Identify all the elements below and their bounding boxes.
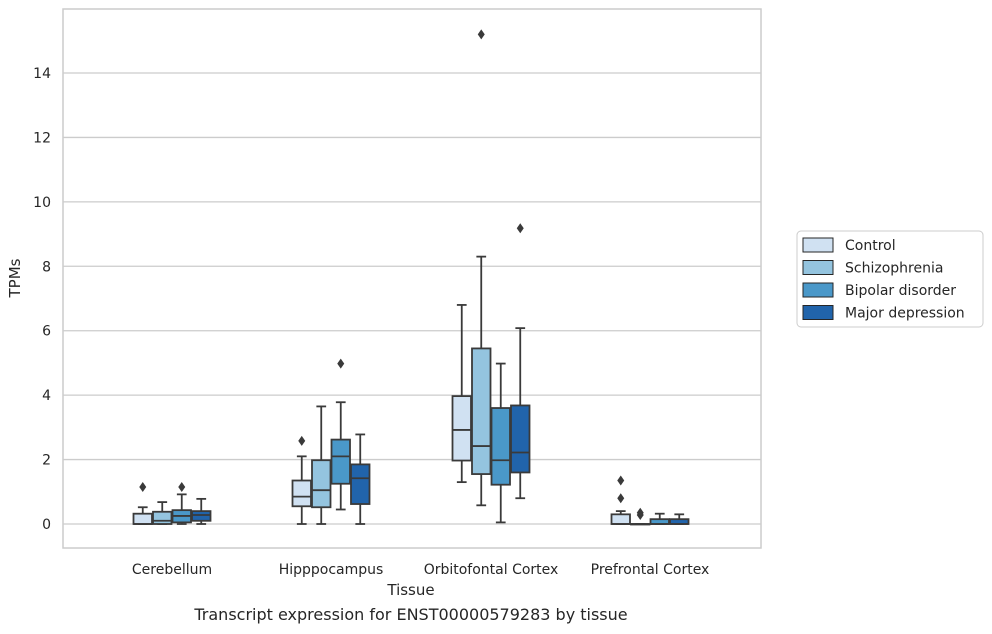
box-iqr [510, 404, 531, 474]
outlier-point [298, 435, 306, 446]
x-tick-label: Orbitofontal Cortex [424, 562, 559, 578]
box-iqr [471, 347, 492, 475]
outlier-point [617, 493, 625, 504]
box-schizophrenia [152, 501, 173, 525]
x-axis-title: Tissue [386, 581, 434, 599]
grid-lines [63, 72, 761, 525]
x-tick-label: Prefrontal Cortex [591, 562, 710, 578]
box-iqr [451, 395, 472, 462]
box-iqr [350, 463, 371, 505]
legend-swatch [802, 305, 834, 320]
x-axis-tick-labels: Cerebellum Hipppocampus Orbitofontal Corte… [132, 562, 709, 578]
outlier-point [178, 481, 186, 492]
outlier-point [636, 507, 644, 518]
legend-label: Major depression [845, 306, 965, 322]
legend: Control Schizophrenia Bipolar disorder Majo… [796, 230, 984, 328]
y-tick-label: 10 [33, 195, 51, 211]
box-iqr [132, 512, 153, 525]
box-iqr [330, 438, 351, 485]
box-iqr [311, 459, 332, 509]
box-major-depression [350, 433, 371, 525]
y-axis-title: TPMs [6, 258, 24, 298]
box-bipolar-disorder [330, 358, 351, 511]
y-tick-label: 12 [33, 130, 51, 146]
y-tick-label: 6 [42, 324, 51, 340]
plot-frame [62, 8, 762, 549]
y-axis-tick-labels: 0 2 4 6 8 10 12 14 [33, 66, 51, 533]
legend-swatch [802, 237, 834, 253]
chart-caption: Transcript expression for ENST0000057928… [194, 605, 628, 624]
box-schizophrenia [311, 405, 332, 525]
box-control [451, 304, 472, 484]
box-control [132, 481, 153, 525]
legend-frame [796, 230, 984, 328]
box-iqr [191, 510, 212, 522]
box-schizophrenia [630, 507, 651, 526]
box-bipolar-disorder [490, 362, 511, 524]
y-tick-label: 0 [42, 517, 51, 533]
box-major-depression [669, 513, 690, 525]
box-bipolar-disorder [171, 481, 192, 525]
x-tick-label: Hipppocampus [279, 562, 384, 578]
y-tick-label: 2 [42, 453, 51, 469]
box-major-depression [191, 497, 212, 525]
outlier-point [477, 29, 485, 40]
legend-label: Bipolar disorder [845, 283, 956, 299]
legend-swatch [802, 282, 834, 298]
legend-label: Schizophrenia [845, 261, 943, 277]
outlier-point [516, 223, 524, 234]
y-tick-label: 8 [42, 259, 51, 275]
box-schizophrenia [471, 29, 492, 507]
box-major-depression [510, 223, 531, 500]
box-iqr [610, 513, 631, 525]
outlier-point [337, 358, 345, 369]
x-tick-label: Cerebellum [132, 562, 212, 578]
outlier-point [139, 481, 147, 492]
box-iqr [152, 510, 173, 525]
y-tick-label: 14 [33, 66, 51, 82]
box-control [610, 475, 631, 525]
box-bipolar-disorder [649, 512, 670, 525]
boxes-layer [132, 29, 690, 526]
box-control [291, 435, 312, 525]
legend-label: Control [845, 238, 896, 254]
outlier-point [617, 475, 625, 486]
legend-swatch [802, 260, 834, 275]
box-iqr [291, 479, 312, 508]
y-tick-label: 4 [42, 388, 51, 404]
box-iqr [490, 407, 511, 486]
